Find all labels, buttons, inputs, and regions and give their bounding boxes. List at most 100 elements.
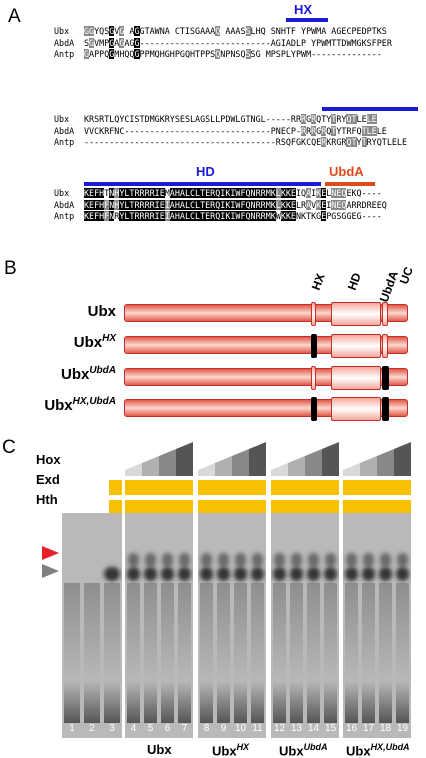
supershift-band	[145, 553, 156, 567]
hd-bar-top	[322, 107, 418, 111]
supershift-band	[308, 553, 319, 567]
condition-bar	[125, 480, 193, 495]
hox-ramp-step	[360, 456, 377, 476]
sequence-name: Antp	[54, 49, 75, 59]
lane-number: 1	[69, 723, 75, 734]
lane-smear	[345, 583, 358, 723]
hox-ramp-step	[394, 442, 411, 476]
hox-ramp-step	[142, 456, 159, 476]
condition-bar	[343, 480, 411, 495]
supershift-band	[380, 553, 391, 567]
hx-bar	[286, 18, 328, 22]
row-label-exd: Exd	[36, 472, 60, 487]
supershift-band	[235, 553, 246, 567]
lane-smear	[127, 583, 140, 723]
lane-smear	[362, 583, 375, 723]
lane-number: 4	[130, 723, 137, 734]
lane-number: 15	[324, 723, 337, 734]
domain-label-uc: UC	[396, 264, 416, 286]
hox-ramp-step	[305, 449, 322, 476]
lane-number: 7	[181, 723, 188, 734]
lane-smear	[161, 583, 174, 723]
hd-bar	[84, 182, 321, 186]
construct-bar-ubx-ubda	[124, 366, 408, 390]
lane-number: 17	[362, 723, 375, 734]
sequence-name: AbdA	[54, 199, 75, 210]
construct-name: Ubx	[87, 303, 116, 320]
shift-band	[345, 567, 358, 581]
hx-label: HX	[294, 2, 313, 17]
shift-band	[273, 567, 286, 581]
sequence-row: --------------------------------------RS…	[84, 137, 407, 147]
ubda-domain	[382, 302, 388, 326]
sequence-row: KEFHTNHYLTRRRRIEMAHALCLTERQIKIWFQNRRMKLK…	[84, 188, 382, 198]
condition-bar	[271, 480, 339, 495]
hox-gradient-ramps	[125, 442, 411, 476]
lane-number: 12	[273, 723, 286, 734]
sequence-name: AbdA	[54, 125, 75, 136]
domain-label-ubda: UbdA	[376, 269, 401, 304]
lane-smear	[144, 583, 157, 723]
sequence-row: KEFHFNRYLTRRRRIEIAHALCLTERQIKIWFQNRRMKWK…	[84, 211, 382, 221]
shift-band	[104, 567, 120, 581]
hox-ramp-step	[343, 463, 360, 476]
ubda-domain	[382, 334, 388, 358]
lane-number: 5	[147, 723, 154, 734]
row-label-hox: Hox	[36, 452, 61, 467]
lane-number: 9	[220, 723, 227, 734]
shift-band	[290, 567, 303, 581]
supershift-band	[363, 553, 374, 567]
hox-ramp-step	[249, 442, 266, 476]
lane-smear	[104, 583, 120, 723]
supershift-band	[218, 553, 229, 567]
gel-panel: 12 13 14 15	[271, 513, 339, 738]
lane-smear	[64, 583, 80, 723]
lane-smear	[273, 583, 286, 723]
group-label: UbxHX,UbdA	[346, 742, 410, 758]
hd-domain	[331, 302, 381, 326]
supershift-band	[201, 553, 212, 567]
hx-domain	[311, 302, 316, 326]
ubda-domain-mutant	[382, 397, 389, 421]
lane-number: 11	[252, 723, 263, 734]
domain-label-hx: HX	[308, 271, 328, 292]
lane-smear	[217, 583, 230, 723]
sequence-name: Antp	[54, 211, 75, 221]
hd-domain	[331, 334, 381, 358]
domain-label-hd: HD	[344, 270, 364, 292]
shift-band	[307, 567, 320, 581]
shift-band	[234, 567, 247, 581]
construct-name: UbxUbdA	[60, 365, 116, 383]
lane-smear	[251, 583, 264, 723]
lane-smear	[178, 583, 191, 723]
supershift-band	[325, 553, 336, 567]
construct-name: UbxHX,UbdA	[44, 396, 116, 414]
lane-number: 14	[307, 723, 320, 734]
ubda-label: UbdA	[329, 164, 364, 179]
supershift-band	[397, 553, 408, 567]
sequence-row: KRSRTLQYCISTDMGKRYSESLAGSLLPDWLGTNGL----…	[84, 114, 377, 124]
lane-smear	[307, 583, 320, 723]
shift-band	[396, 567, 409, 581]
hd-domain	[331, 397, 381, 421]
hox-ramp-step	[271, 463, 288, 476]
construct-bar-ubx	[124, 302, 408, 326]
hox-ramp-step	[288, 456, 305, 476]
lane-smear	[379, 583, 392, 723]
construct-bar-ubx-hx-ubda	[124, 397, 408, 421]
condition-bar	[198, 500, 266, 515]
supershift-band	[346, 553, 357, 567]
sequence-row: SGVMPGAGAGG--------------------------AGI…	[84, 37, 392, 48]
construct-name: UbxHX	[73, 333, 116, 351]
panel-label-b: B	[4, 258, 17, 279]
lane-smear	[234, 583, 247, 723]
lane-smear	[324, 583, 337, 723]
sequence-row: KEFHFNHYLTRRRRIEIAHALCLTERQIKIWFQNRRMKLK…	[84, 199, 387, 210]
supershift-band	[128, 553, 139, 567]
shift-band	[144, 567, 157, 581]
shift-band	[251, 567, 264, 581]
gel-panel: 1 2 3	[62, 513, 122, 738]
sequence-row: GAPPQGMHQQGPPMQHGHPGQHTPPSQNPNSQSSG MPSP…	[84, 49, 382, 59]
sequence-name: Ubx	[54, 114, 70, 124]
supershift-band	[274, 553, 285, 567]
